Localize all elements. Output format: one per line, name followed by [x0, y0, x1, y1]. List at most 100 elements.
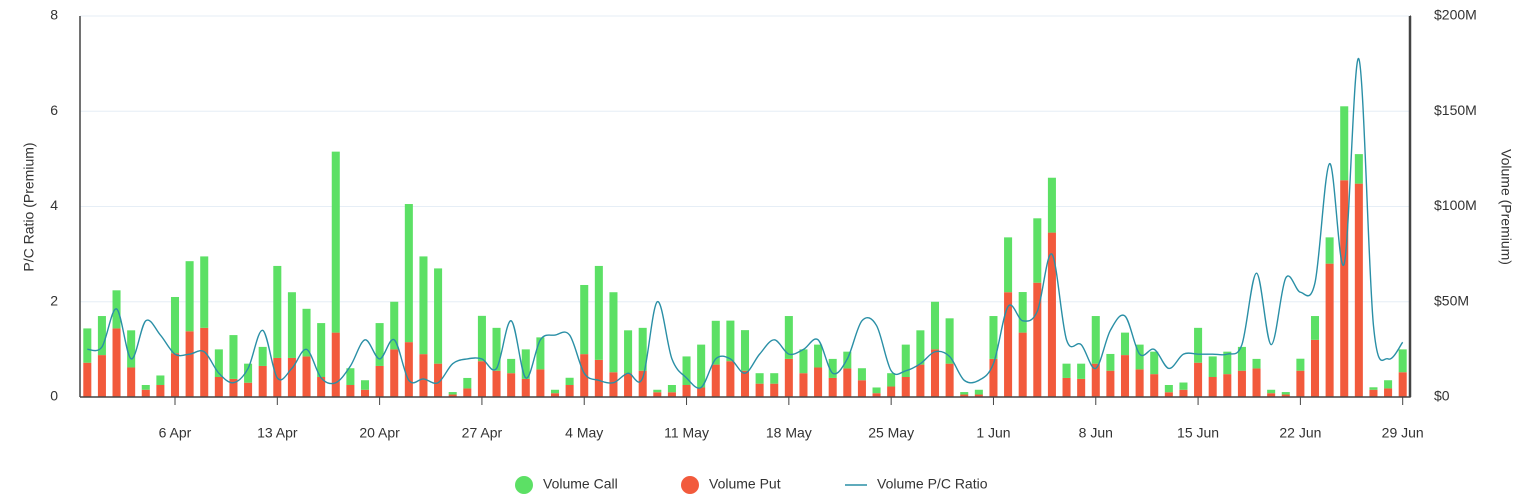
bar-segment — [317, 323, 326, 377]
bar-segment — [609, 372, 618, 397]
bar-segment — [784, 358, 793, 397]
bar-segment — [1354, 183, 1363, 397]
bar-segment — [127, 367, 136, 397]
bar-segment — [1325, 263, 1334, 397]
bar-segment — [1237, 346, 1246, 371]
bar-segment — [550, 393, 560, 397]
bar-segment — [609, 292, 618, 373]
bar-segment — [1018, 332, 1027, 397]
bar-segment — [755, 383, 764, 397]
x-tick-label: 4 May — [565, 425, 603, 441]
bar-segment — [945, 318, 954, 364]
bar-segment — [667, 392, 676, 397]
bar-segment — [287, 357, 296, 397]
bar-segment — [580, 284, 589, 355]
bar-segment — [1150, 374, 1159, 397]
bar-segment — [960, 394, 969, 397]
ratio-line — [87, 58, 1404, 389]
bar-segment — [901, 376, 910, 397]
y2-tick-label: $150M — [1434, 102, 1477, 118]
bar-segment — [945, 363, 954, 397]
bar-segment — [1237, 370, 1246, 397]
bar-segment — [1091, 316, 1100, 364]
legend-label: Volume P/C Ratio — [877, 476, 988, 492]
bar-segment — [507, 358, 516, 374]
bar-segment — [375, 365, 384, 397]
bar-segment — [170, 353, 180, 397]
bar-segment — [1354, 154, 1363, 184]
bar-segment — [638, 327, 647, 371]
bar-segment — [97, 316, 106, 356]
bar-segment — [375, 323, 384, 366]
x-tick-label: 1 Jun — [976, 425, 1010, 441]
bar-segment — [711, 320, 720, 365]
bar-segment — [229, 335, 238, 379]
bar-segment — [521, 349, 530, 379]
bar-segment — [200, 256, 209, 328]
bar-segment — [463, 377, 472, 389]
bar-segment — [1120, 355, 1130, 397]
bar-segment — [127, 330, 136, 368]
bar-segment — [974, 394, 983, 397]
bar-segment — [1310, 316, 1320, 340]
bar-segment — [404, 342, 413, 397]
bar-segment — [1164, 384, 1173, 393]
y-tick-label: 4 — [50, 197, 58, 213]
bar-segment — [697, 387, 706, 397]
bar-segment — [989, 316, 998, 359]
bar-segment — [1369, 389, 1378, 397]
bar-segment — [1091, 363, 1100, 397]
bar-segment — [331, 151, 340, 333]
bar-segment — [258, 346, 267, 366]
bar-segment — [916, 364, 925, 397]
bar-segment — [1208, 356, 1217, 377]
bar-segment — [930, 301, 940, 350]
bar-segment — [653, 389, 662, 393]
bar-segment — [740, 330, 750, 371]
bar-segment — [594, 265, 603, 360]
bar-segment — [185, 261, 194, 332]
bar-segment — [360, 389, 370, 397]
bar-segment — [828, 358, 837, 378]
bar-segment — [843, 368, 852, 397]
bar-segment — [887, 386, 896, 397]
bar-segment — [799, 349, 808, 374]
x-tick-label: 29 Jun — [1382, 425, 1424, 441]
x-tick-label: 13 Apr — [257, 425, 298, 441]
bar-segment — [916, 330, 925, 365]
bar-segment — [244, 382, 253, 397]
bar-segment — [711, 364, 720, 397]
bar-segment — [1164, 392, 1173, 397]
bar-segment — [974, 389, 983, 395]
x-tick-label: 25 May — [868, 425, 914, 441]
bar-segment — [346, 368, 355, 385]
bar-segment — [1398, 349, 1407, 373]
bar-segment — [624, 373, 633, 397]
bar-segment — [331, 332, 340, 397]
bar-segment — [901, 344, 910, 377]
bar-segment — [1179, 382, 1188, 390]
bar-segment — [1077, 378, 1086, 397]
bar-segment — [682, 356, 691, 385]
bar-segment — [770, 373, 779, 384]
bar-segment — [302, 356, 311, 397]
bar-segment — [390, 301, 399, 350]
y2-tick-label: $0 — [1434, 388, 1450, 404]
bar-segment — [1208, 376, 1217, 397]
y2-axis-title: Volume (Premium) — [1498, 149, 1514, 265]
bar-segment — [448, 394, 457, 397]
bar-segment — [1018, 292, 1027, 333]
bar-segment — [960, 392, 969, 395]
bar-segment — [930, 349, 940, 397]
bar-segment — [872, 393, 881, 397]
x-tick-label: 11 May — [664, 425, 709, 441]
y-tick-label: 8 — [50, 7, 58, 23]
bar-segment — [1135, 344, 1144, 370]
bar-segment — [565, 384, 574, 397]
bar-segment — [1135, 369, 1144, 397]
legend-marker — [681, 476, 699, 494]
bar-segment — [770, 383, 779, 397]
bar-segment — [1106, 353, 1115, 371]
bar-segment — [1267, 389, 1276, 394]
